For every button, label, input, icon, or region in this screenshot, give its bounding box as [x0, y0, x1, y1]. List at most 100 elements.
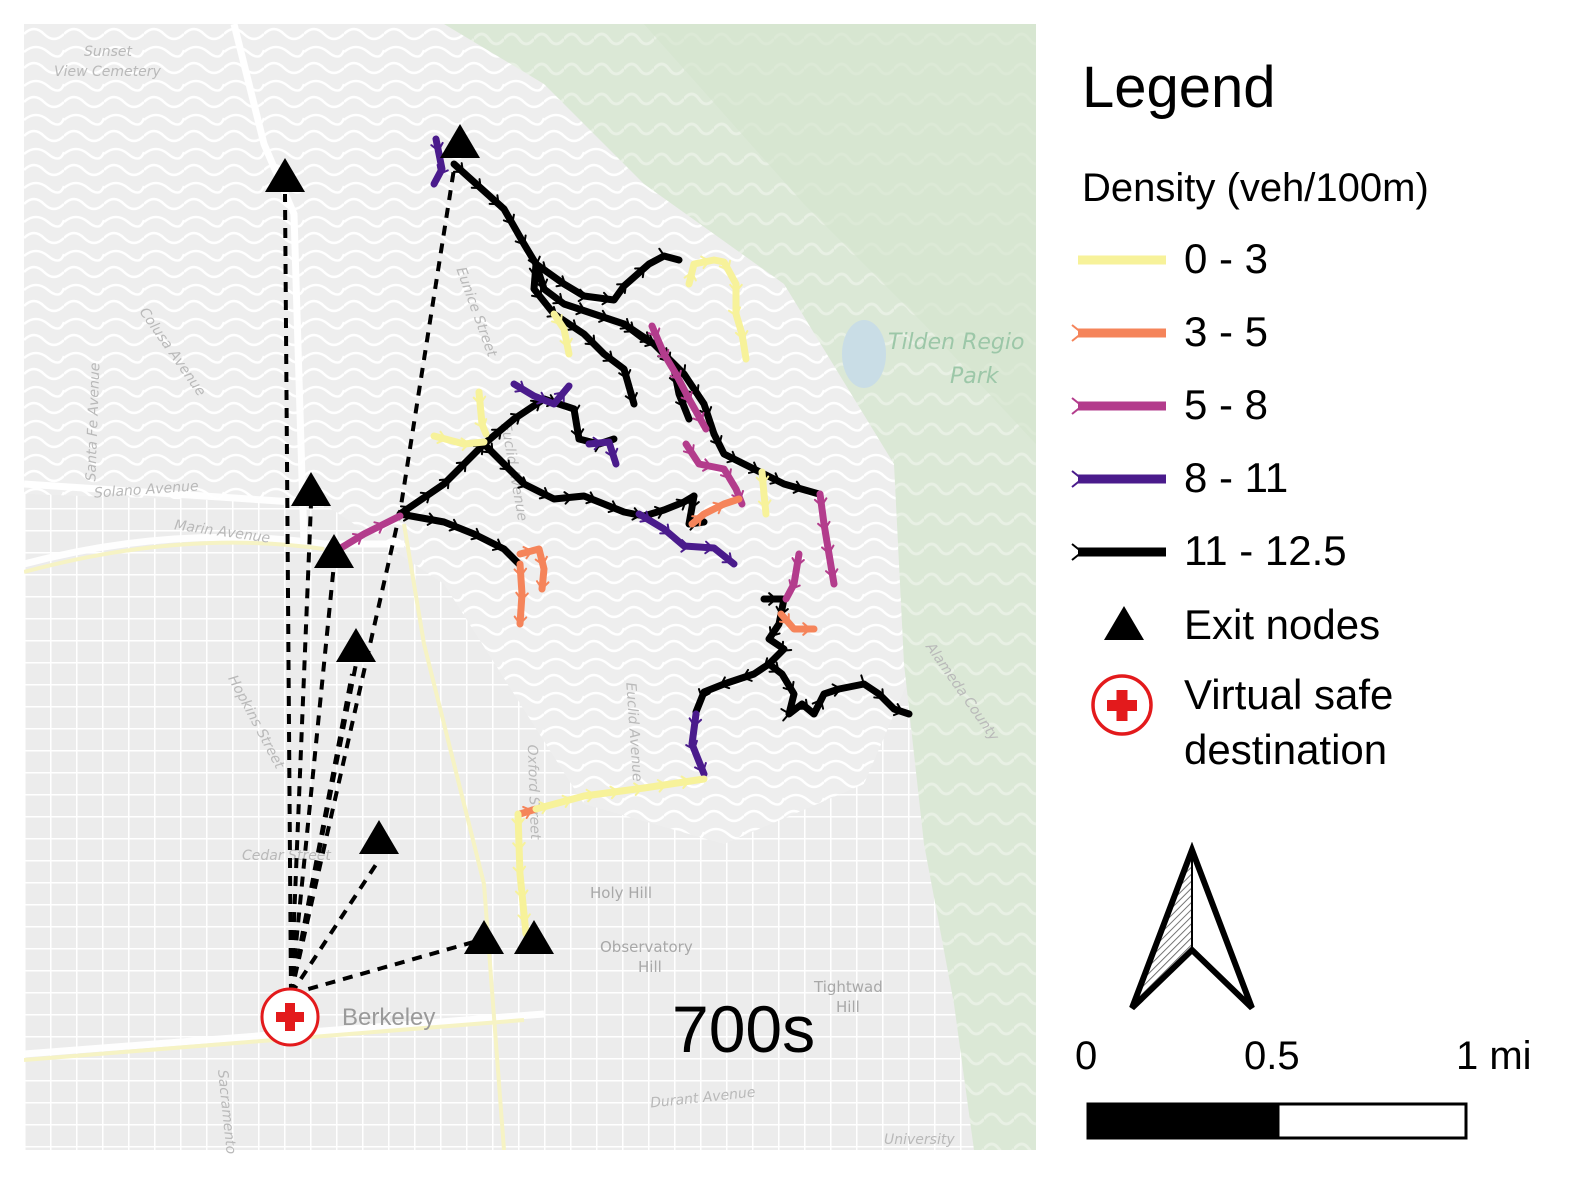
flow-arrow-icon [747, 461, 759, 474]
flow-arrow-icon [522, 546, 533, 560]
legend-item-density-8-11: 8 - 11 [1068, 449, 1568, 509]
legend-item-density-11-12-5: 11 - 12.5 [1068, 522, 1568, 582]
scale-tick-label: 0 [1075, 1034, 1098, 1078]
flow-arrow-icon [535, 261, 547, 273]
flow-arrow-icon [633, 782, 643, 796]
flow-arrow-icon [534, 555, 548, 566]
basemap-label: Sunset [84, 44, 133, 60]
flow-arrow-icon [402, 508, 413, 522]
flow-arrow-icon [577, 288, 588, 303]
flow-arrow-icon [656, 779, 667, 793]
flow-arrow-icon [697, 688, 711, 699]
flow-arrow-icon [768, 661, 780, 673]
flow-arrow-icon [513, 615, 528, 625]
flow-arrow-icon [768, 592, 777, 606]
flow-arrow-icon [727, 306, 742, 317]
flow-arrow-icon [769, 472, 781, 485]
legend-item-density-5-8: 5 - 8 [1068, 376, 1568, 436]
exit-node-icon [514, 920, 554, 954]
basemap-label: University [884, 1132, 955, 1148]
flow-arrow-icon [710, 434, 723, 446]
flow-arrow-icon [702, 458, 712, 472]
flow-arrow-icon [585, 788, 596, 803]
flow-arrow-icon [655, 247, 666, 261]
flow-arrow-icon [470, 527, 482, 541]
flow-arrow-icon [513, 567, 528, 577]
flow-arrow-icon [692, 411, 705, 423]
flow-arrow-icon [659, 523, 671, 535]
basemap-label: Hill [836, 998, 860, 1016]
evacuation-overlay [260, 124, 913, 1047]
flow-arrow-icon [535, 580, 550, 590]
basemap [23, 23, 1036, 1151]
scale-bar-graphic [1086, 1102, 1468, 1140]
flow-arrow-icon [757, 499, 772, 509]
flow-arrow-icon [509, 413, 521, 425]
flow-arrow-icon [592, 436, 602, 451]
legend-label: Virtual safe destination [1184, 671, 1394, 773]
flow-arrow-icon [675, 498, 687, 511]
basemap-label: Observatory [600, 938, 693, 956]
flow-arrow-icon [654, 505, 665, 519]
flow-arrow-icon [873, 688, 885, 700]
exit-node-icon [1104, 606, 1144, 640]
basemap-label: Holy Hill [590, 884, 653, 902]
flow-arrow-icon [570, 428, 585, 438]
map-panel: Sunset View Cemetery Eunice Street Colus… [23, 23, 1036, 1155]
flow-arrow-icon [555, 275, 567, 288]
flow-arrow-icon [821, 544, 835, 555]
flow-arrow-icon [607, 500, 619, 514]
flow-arrow-icon [763, 657, 775, 669]
flow-arrow-icon [726, 450, 738, 464]
exit-nodes [265, 124, 554, 954]
flow-arrow-icon [517, 913, 531, 923]
legend-label: 3 - 5 [1184, 308, 1269, 355]
flow-arrow-icon [721, 552, 733, 564]
flow-arrow-icon [623, 321, 635, 333]
scale-tick-label: 0.5 [1244, 1034, 1300, 1078]
exit-node-icon [440, 124, 480, 158]
density-links-3-5 [513, 495, 818, 820]
hill-area [24, 24, 924, 844]
exit-node-icon [464, 920, 504, 954]
flow-arrow-icon [552, 292, 564, 305]
exit-node-icon [291, 472, 331, 506]
legend-item-safe-destination: Virtual safe destination [1068, 671, 1568, 782]
density-links-5-8 [327, 322, 839, 603]
virtual-safe-destination-icon [260, 987, 320, 1047]
flow-arrow-icon [618, 368, 632, 380]
flow-arrow-icon [755, 475, 770, 485]
basemap-label: View Cemetery [54, 64, 161, 80]
flow-arrow-icon [436, 163, 449, 175]
legend-item-density-0-3: 0 - 3 [1068, 230, 1568, 290]
flow-arrow-icon [712, 501, 724, 515]
flow-arrow-icon [685, 739, 698, 751]
flow-arrow-icon [854, 674, 865, 687]
flow-arrow-icon [619, 318, 631, 330]
legend-line-icon [1071, 470, 1166, 488]
flow-arrow-icon [426, 512, 437, 526]
flow-arrow-icon [499, 459, 511, 471]
exit-node-icon [336, 628, 376, 662]
flow-arrow-icon [892, 703, 904, 717]
reservoir [842, 320, 886, 388]
flow-arrow-icon [538, 801, 549, 815]
legend-line-icon [1071, 543, 1166, 561]
flow-arrow-icon [430, 141, 444, 152]
flow-arrow-icon [680, 775, 691, 789]
flow-arrow-icon [688, 717, 703, 727]
flow-arrow-icon [460, 437, 470, 451]
flow-arrow-icon [436, 430, 447, 444]
flow-arrow-icon [514, 234, 527, 246]
density-links-8-11 [430, 135, 738, 778]
legend-line-icon [1071, 397, 1166, 415]
flow-arrow-icon [491, 428, 503, 440]
scale-tick-label: 1 mi [1456, 1034, 1532, 1078]
legend-line-icon [1071, 324, 1166, 342]
legend-label: 11 - 12.5 [1184, 527, 1347, 574]
flow-arrow-icon [788, 579, 801, 590]
legend-item-exit-nodes: Exit nodes [1068, 596, 1568, 656]
flow-arrow-icon [511, 817, 525, 827]
flow-arrow-icon [535, 278, 549, 289]
basemap-label: Hill [638, 958, 662, 976]
